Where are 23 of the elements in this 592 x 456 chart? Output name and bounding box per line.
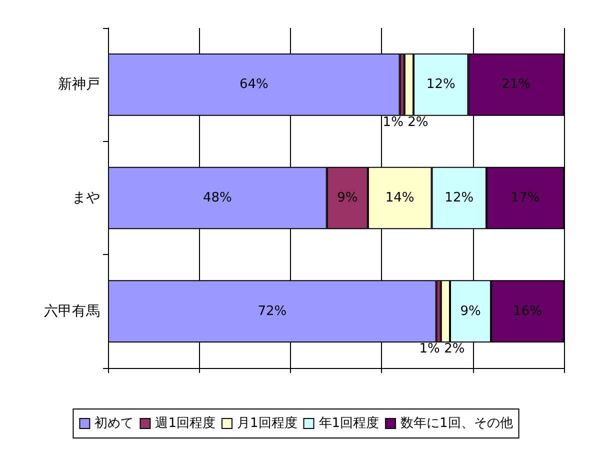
data-label: 1% bbox=[419, 342, 440, 356]
data-label: 48% bbox=[202, 190, 232, 206]
legend-label: 年1回程度 bbox=[318, 415, 380, 431]
data-label: 9% bbox=[460, 304, 481, 319]
data-label: 14% bbox=[385, 190, 414, 206]
data-label: 16% bbox=[513, 304, 542, 319]
data-label: 64% bbox=[239, 77, 268, 92]
data-label: 1% bbox=[382, 114, 404, 130]
data-label: 2% bbox=[408, 114, 428, 130]
data-label: 12% bbox=[444, 190, 474, 206]
legend-label: 月1回程度 bbox=[236, 415, 298, 431]
y-tick-label: まや bbox=[72, 190, 100, 206]
data-label: 21% bbox=[502, 77, 531, 92]
legend-label: 週1回程度 bbox=[155, 415, 216, 431]
data-label: 9% bbox=[337, 190, 358, 206]
data-label: 72% bbox=[258, 304, 287, 319]
data-label: 2% bbox=[444, 342, 465, 356]
legend-label: 初めて bbox=[94, 416, 134, 431]
data-label: 12% bbox=[426, 77, 456, 92]
data-label: 17% bbox=[510, 190, 540, 206]
y-tick-label: 六甲有馬 bbox=[44, 303, 100, 320]
y-tick-label: 新神戸 bbox=[58, 76, 100, 93]
legend-label: 数年に1回、その他 bbox=[400, 416, 513, 431]
